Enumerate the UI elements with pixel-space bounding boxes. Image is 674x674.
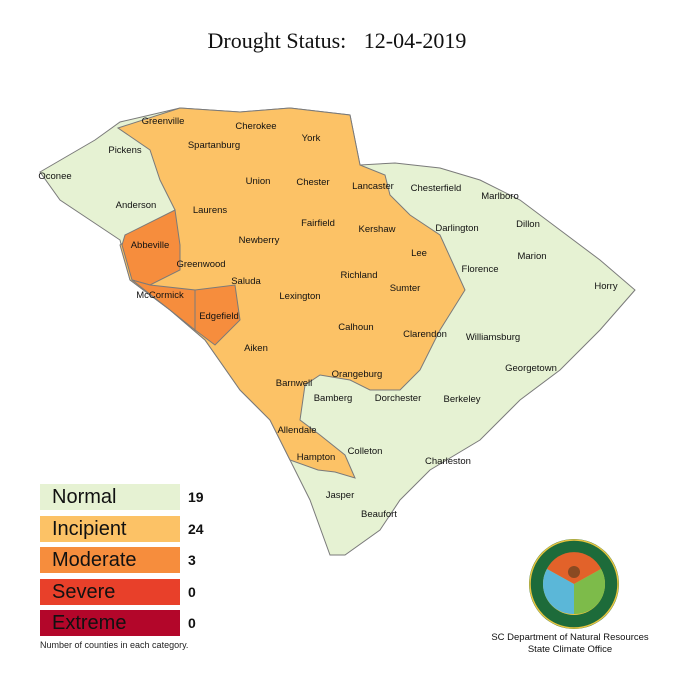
county-label-kershaw: Kershaw — [359, 224, 396, 235]
county-label-hampton: Hampton — [297, 452, 336, 463]
map-title: Drought Status: 12-04-2019 — [0, 28, 674, 54]
county-label-greenwood: Greenwood — [176, 259, 225, 270]
county-label-newberry: Newberry — [239, 235, 280, 246]
county-label-saluda: Saluda — [231, 276, 261, 287]
county-label-calhoun: Calhoun — [338, 322, 373, 333]
county-label-pickens: Pickens — [108, 145, 142, 156]
title-label: Drought Status: — [207, 28, 347, 53]
county-label-sumter: Sumter — [390, 283, 421, 294]
county-label-lexington: Lexington — [279, 291, 320, 302]
county-label-williamsburg: Williamsburg — [466, 332, 520, 343]
county-label-horry: Horry — [594, 281, 617, 292]
county-label-bamberg: Bamberg — [314, 393, 353, 404]
county-label-cherokee: Cherokee — [235, 121, 276, 132]
legend-label: Incipient — [40, 515, 180, 542]
county-label-anderson: Anderson — [116, 200, 157, 211]
legend-count: 24 — [188, 520, 204, 537]
legend-label: Extreme — [40, 610, 180, 636]
county-label-barnwell: Barnwell — [276, 378, 312, 389]
county-label-abbeville: Abbeville — [131, 240, 170, 251]
county-label-beaufort: Beaufort — [361, 509, 397, 520]
county-label-laurens: Laurens — [193, 205, 228, 216]
legend-count: 19 — [188, 489, 204, 505]
county-label-allendale: Allendale — [277, 425, 316, 436]
legend-count: 3 — [188, 552, 196, 568]
county-label-spartanburg: Spartanburg — [188, 140, 240, 151]
legend-item-extreme: Extreme 0 — [40, 610, 204, 636]
credit: SC Department of Natural Resources State… — [470, 632, 670, 656]
county-label-edgefield: Edgefield — [199, 311, 239, 322]
county-label-york: York — [302, 133, 321, 144]
legend-label: Normal — [40, 484, 180, 510]
credit-line1: SC Department of Natural Resources — [491, 632, 649, 643]
legend-note: Number of counties in each category. — [40, 639, 189, 650]
county-label-dillon: Dillon — [516, 219, 540, 230]
county-label-darlington: Darlington — [435, 223, 478, 234]
legend-item-incipient: Incipient 24 — [40, 515, 204, 542]
legend-count: 0 — [188, 615, 196, 631]
county-label-berkeley: Berkeley — [444, 394, 481, 405]
legend-count: 0 — [188, 583, 196, 600]
county-label-chester: Chester — [296, 177, 329, 188]
county-label-colleton: Colleton — [348, 446, 383, 457]
moderate-edgefield — [194, 284, 241, 346]
credit-line2: State Climate Office — [527, 644, 613, 655]
county-label-mccormick: McCormick — [136, 290, 184, 301]
county-label-fairfield: Fairfield — [301, 218, 335, 229]
moderate-abbeville — [121, 209, 181, 286]
county-label-orangeburg: Orangeburg — [332, 369, 383, 380]
county-label-chesterfield: Chesterfield — [411, 183, 462, 194]
legend-label: Moderate — [40, 547, 180, 573]
county-label-oconee: Oconee — [38, 171, 71, 182]
legend: Normal 19 Incipient 24 Moderate 3 Severe… — [40, 484, 204, 650]
county-label-aiken: Aiken — [244, 343, 268, 354]
county-label-jasper: Jasper — [326, 490, 355, 501]
county-label-georgetown: Georgetown — [505, 363, 557, 374]
county-label-richland: Richland — [341, 270, 378, 281]
county-label-lancaster: Lancaster — [352, 181, 394, 192]
legend-item-moderate: Moderate 3 — [40, 547, 204, 573]
county-label-dorchester: Dorchester — [375, 393, 421, 404]
county-label-charleston: Charleston — [425, 456, 471, 467]
legend-item-severe: Severe 0 — [40, 578, 204, 605]
county-label-florence: Florence — [462, 264, 499, 275]
legend-item-normal: Normal 19 — [40, 484, 204, 510]
moderate-mccormick — [131, 279, 196, 332]
scdnr-logo — [529, 539, 619, 629]
county-label-marlboro: Marlboro — [481, 191, 519, 202]
county-label-clarendon: Clarendon — [403, 329, 447, 340]
county-label-lee: Lee — [411, 248, 427, 259]
county-label-marion: Marion — [517, 251, 546, 262]
title-date: 12-04-2019 — [363, 28, 467, 53]
county-label-greenville: Greenville — [142, 116, 185, 127]
legend-label: Severe — [40, 578, 180, 605]
county-label-union: Union — [246, 176, 271, 187]
